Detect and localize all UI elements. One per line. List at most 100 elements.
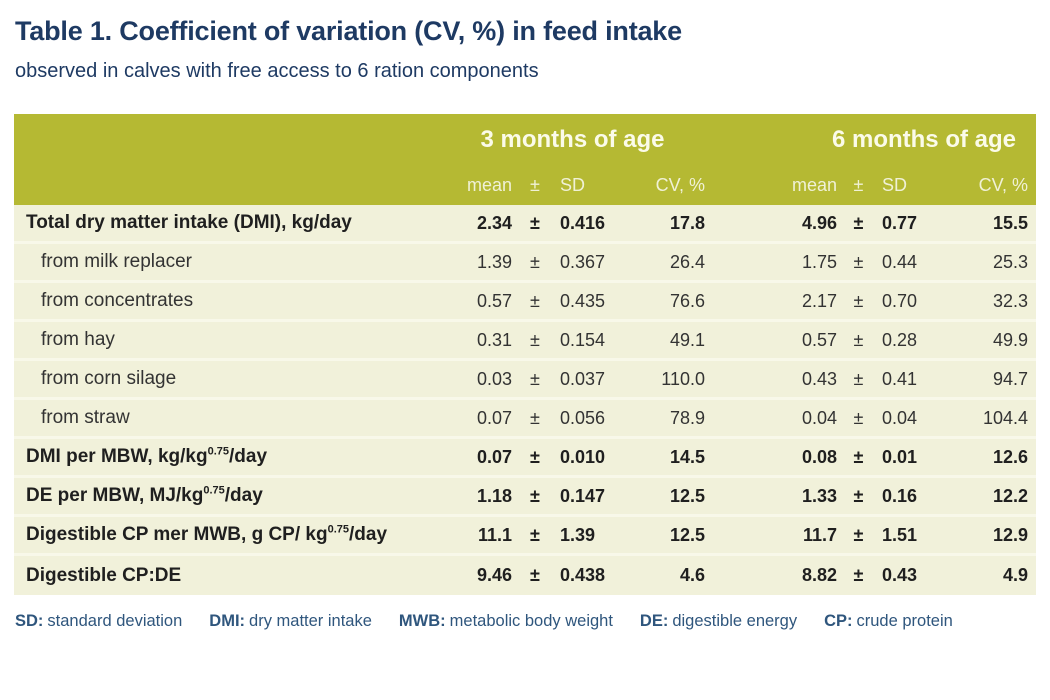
- row-label: Total dry matter intake (DMI), kg/day: [26, 212, 352, 233]
- legend-item-mwb: MWB: metabolic body weight: [399, 612, 613, 631]
- legend-item-dmi: DMI: dry matter intake: [209, 612, 372, 631]
- cv-6mo-cell: 32.3: [992, 290, 1028, 311]
- cv-6mo-cell: 15.5: [992, 212, 1028, 233]
- mean-6mo-cell: 0.57: [801, 329, 837, 350]
- sd-6mo-cell: 0.44: [882, 251, 918, 272]
- pm-6mo-cell: ±: [853, 407, 864, 428]
- table-body: Total dry matter intake (DMI), kg/day 2.3…: [14, 205, 1036, 595]
- row-label: from hay: [41, 329, 115, 350]
- mean-3mo-cell: 11.1: [477, 524, 512, 545]
- mean-3mo-cell: 0.57: [476, 290, 512, 311]
- table-row: from milk replacer 1.39 ±0.367 26.4 1.75 ±0.4…: [14, 244, 1036, 283]
- pm-3mo-cell: ±: [530, 212, 540, 233]
- legend-definition: standard deviation: [47, 612, 183, 630]
- mean-3mo-cell: 1.18: [476, 485, 512, 506]
- sd-3mo-cell: 0.037: [560, 368, 606, 389]
- row-label: DMI per MBW, kg/kg0.75/day: [26, 446, 268, 467]
- legend-item-de: DE: digestible energy: [640, 612, 797, 631]
- cv-3mo-cell: 12.5: [669, 485, 705, 506]
- cv-3mo-cell: 4.6: [679, 565, 705, 585]
- table-row: from concentrates 0.57 ±0.435 76.6 2.17 ±0.70…: [14, 283, 1036, 322]
- pm-6mo-cell: ±: [853, 212, 864, 233]
- sd-3mo-cell: 0.438: [560, 565, 606, 585]
- sd-3mo-cell: 0.435: [560, 290, 606, 311]
- pm-6mo-cell: ±: [853, 485, 864, 506]
- pm-6mo-cell: ±: [853, 368, 864, 389]
- row-label: from milk replacer: [41, 251, 192, 272]
- cv-6mo-cell: 49.9: [992, 329, 1028, 350]
- column-header-pm-3mo: ±: [530, 175, 540, 195]
- group-header-6-months: 6 months of age: [831, 126, 1016, 153]
- cv-6mo-cell: 104.4: [982, 407, 1028, 428]
- data-table: 3 months of age 6 months of age mean ± S…: [14, 114, 1036, 595]
- pm-3mo-cell: ±: [530, 565, 540, 585]
- column-header-pm-6mo: ±: [853, 175, 864, 195]
- mean-6mo-cell: 8.82: [801, 565, 837, 585]
- sd-3mo-cell: 0.416: [560, 212, 606, 233]
- pm-6mo-cell: ±: [853, 290, 864, 311]
- row-label: from straw: [41, 407, 130, 428]
- legend-definition: metabolic body weight: [449, 612, 613, 630]
- legend-item-cp: CP: crude protein: [824, 612, 953, 631]
- sd-6mo-cell: 1.51: [882, 524, 918, 545]
- mean-6mo-cell: 0.08: [801, 446, 837, 467]
- mean-6mo-cell: 0.04: [801, 407, 837, 428]
- cv-3mo-cell: 110.0: [661, 368, 705, 389]
- mean-6mo-cell: 1.33: [801, 485, 837, 506]
- table-row: from hay 0.31 ±0.154 49.1 0.57 ±0.28 49.9: [14, 322, 1036, 361]
- table-row: from straw 0.07 ±0.056 78.9 0.04 ±0.04 104.4: [14, 400, 1036, 439]
- legend-abbr: DE:: [639, 612, 669, 630]
- sd-6mo-cell: 0.43: [882, 565, 918, 585]
- table-row: DE per MBW, MJ/kg0.75/day 1.18 ±0.147 12.5 1…: [14, 478, 1036, 517]
- cv-3mo-cell: 26.4: [669, 251, 705, 272]
- cv-6mo-cell: 12.9: [992, 524, 1028, 545]
- mean-6mo-cell: 0.43: [801, 368, 837, 389]
- cv-6mo-cell: 12.2: [992, 485, 1028, 506]
- legend-definition: crude protein: [856, 612, 953, 630]
- sd-3mo-cell: 1.39: [560, 524, 596, 545]
- pm-3mo-cell: ±: [530, 290, 540, 311]
- pm-6mo-cell: ±: [853, 329, 864, 350]
- column-header-mean-6mo: mean: [791, 175, 837, 195]
- pm-3mo-cell: ±: [530, 329, 540, 350]
- sd-6mo-cell: 0.04: [882, 407, 918, 428]
- label-superscript: 0.75: [207, 446, 229, 458]
- sd-6mo-cell: 0.28: [882, 329, 918, 350]
- table-row: DMI per MBW, kg/kg0.75/day 0.07 ±0.010 14.5…: [14, 439, 1036, 478]
- sd-6mo-cell: 0.70: [882, 290, 918, 311]
- sd-3mo-cell: 0.154: [560, 329, 606, 350]
- cv-6mo-cell: 4.9: [1002, 565, 1028, 585]
- pm-3mo-cell: ±: [530, 407, 540, 428]
- table-row: Digestible CP:DE 9.46 ±0.438 4.6 8.82 ±0.43 4.…: [14, 556, 1036, 595]
- row-label: from concentrates: [41, 290, 194, 311]
- mean-3mo-cell: 9.46: [476, 565, 512, 585]
- table-row: Total dry matter intake (DMI), kg/day 2.3…: [14, 205, 1036, 244]
- pm-3mo-cell: ±: [530, 446, 540, 467]
- legend-abbr: DMI:: [209, 612, 246, 630]
- cv-6mo-cell: 94.7: [992, 368, 1028, 389]
- mean-6mo-cell: 2.17: [801, 290, 837, 311]
- table-header: 3 months of age 6 months of age mean ± S…: [14, 114, 1036, 205]
- cv-3mo-cell: 12.5: [669, 524, 705, 545]
- group-header-3-months: 3 months of age: [480, 126, 665, 153]
- mean-6mo-cell: 4.96: [801, 212, 837, 233]
- mean-3mo-cell: 0.07: [476, 446, 512, 467]
- mean-3mo-cell: 2.34: [476, 212, 512, 233]
- sd-3mo-cell: 0.367: [560, 251, 606, 272]
- pm-6mo-cell: ±: [853, 524, 864, 545]
- column-header-sd-3mo: SD: [560, 175, 586, 195]
- group-header-row: 3 months of age 6 months of age: [14, 114, 1036, 166]
- legend-abbr: CP:: [824, 612, 853, 630]
- column-header-cv-6mo: CV, %: [978, 175, 1028, 195]
- column-header-sd-6mo: SD: [882, 175, 908, 195]
- legend-definition: digestible energy: [672, 612, 798, 630]
- mean-3mo-cell: 0.07: [476, 407, 512, 428]
- mean-3mo-cell: 0.31: [476, 329, 512, 350]
- legend-abbr: MWB:: [398, 612, 446, 630]
- legend-item-sd: SD: standard deviation: [15, 612, 182, 631]
- column-header-row: mean ± SD CV, % mean ± SD CV, %: [14, 166, 1036, 205]
- mean-3mo-cell: 1.39: [476, 251, 512, 272]
- sd-3mo-cell: 0.056: [560, 407, 606, 428]
- row-label: Digestible CP mer MWB, g CP/ kg0.75/day: [26, 524, 388, 545]
